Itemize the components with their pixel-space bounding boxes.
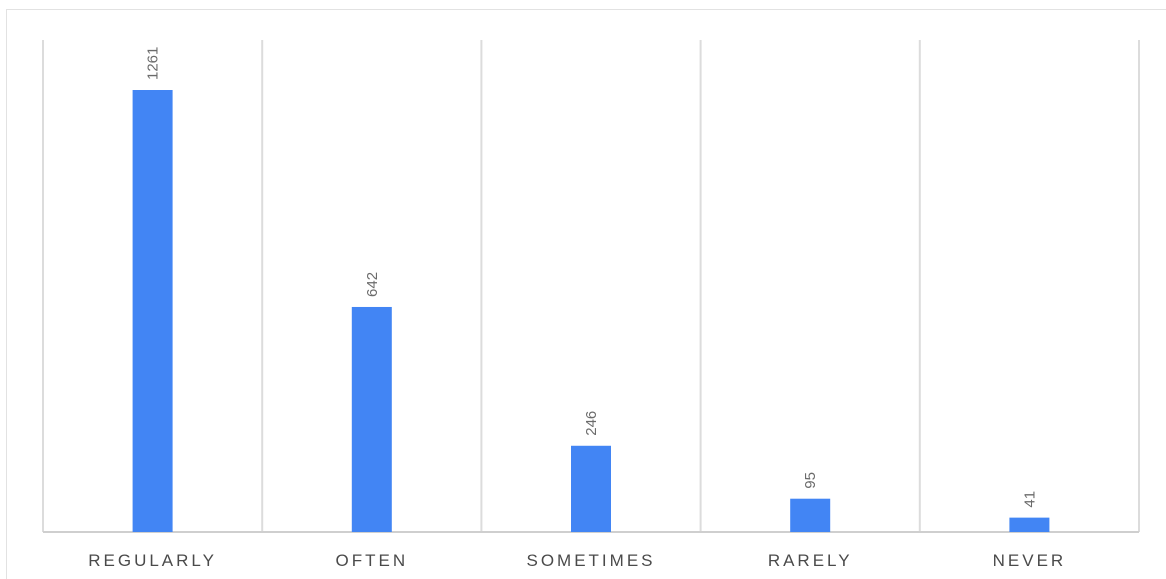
- data-label-sometimes: 246: [583, 411, 600, 436]
- bars: [132, 90, 1050, 532]
- category-labels: REGULARLY OFTEN SOMETIMES RARELY NEVER: [88, 551, 1067, 570]
- grid-lines: [42, 40, 1140, 533]
- data-label-regularly: 1261: [145, 47, 162, 80]
- data-label-rarely: 95: [802, 472, 819, 489]
- category-label-often: OFTEN: [335, 551, 408, 570]
- chart-frame: [6, 9, 1166, 579]
- category-label-never: NEVER: [993, 551, 1067, 570]
- bar-never: [1009, 517, 1050, 532]
- data-label-never: 41: [1021, 491, 1038, 508]
- bar-often: [351, 306, 392, 532]
- category-label-regularly: REGULARLY: [88, 551, 217, 570]
- bar-regularly: [132, 90, 173, 532]
- bar-sometimes: [571, 445, 611, 532]
- bar-rarely: [790, 498, 831, 532]
- category-label-rarely: RARELY: [768, 551, 853, 570]
- data-label-often: 642: [364, 272, 381, 297]
- data-labels: 1261 642 246 95 41: [145, 47, 1039, 508]
- category-label-sometimes: SOMETIMES: [526, 551, 655, 570]
